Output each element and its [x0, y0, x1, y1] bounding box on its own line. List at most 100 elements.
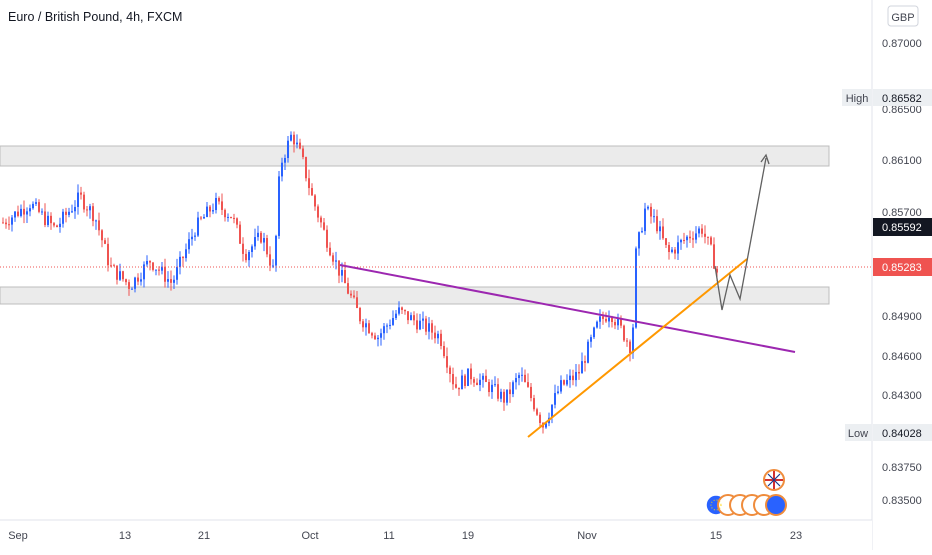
candle-body[interactable] [236, 218, 238, 225]
candle-body[interactable] [296, 142, 298, 145]
candle-body[interactable] [539, 414, 541, 423]
candle-body[interactable] [44, 211, 46, 226]
candle-body[interactable] [515, 378, 517, 383]
candle-body[interactable] [86, 209, 88, 211]
candle-body[interactable] [32, 203, 34, 209]
candle-body[interactable] [710, 237, 712, 245]
events-group[interactable] [705, 469, 787, 516]
candle-body[interactable] [503, 391, 505, 403]
candle-body[interactable] [41, 211, 43, 213]
candle-body[interactable] [113, 265, 115, 267]
candle-body[interactable] [704, 233, 706, 237]
candle-body[interactable] [377, 337, 379, 340]
candle-body[interactable] [497, 384, 499, 399]
candle-body[interactable] [494, 384, 496, 386]
candle-body[interactable] [245, 253, 247, 261]
candle-body[interactable] [206, 206, 208, 217]
candle-body[interactable] [569, 375, 571, 381]
candle-body[interactable] [77, 192, 79, 207]
candle-body[interactable] [653, 216, 655, 218]
candle-body[interactable] [125, 279, 127, 283]
candle-body[interactable] [107, 243, 109, 266]
candle-body[interactable] [386, 325, 388, 327]
candle-body[interactable] [323, 222, 325, 230]
candle-body[interactable] [398, 307, 400, 314]
candle-body[interactable] [155, 269, 157, 271]
candle-body[interactable] [566, 380, 568, 385]
candle-body[interactable] [56, 225, 58, 228]
candle-body[interactable] [608, 317, 610, 322]
candle-body[interactable] [149, 260, 151, 263]
candle-body[interactable] [596, 321, 598, 328]
candle-body[interactable] [230, 216, 232, 218]
candle-body[interactable] [185, 249, 187, 259]
candle-body[interactable] [410, 315, 412, 321]
currency-badge[interactable] [887, 5, 919, 27]
candle-body[interactable] [698, 228, 700, 234]
candle-body[interactable] [536, 409, 538, 415]
candle-body[interactable] [278, 176, 280, 236]
candle-body[interactable] [5, 222, 7, 225]
candle-body[interactable] [92, 206, 94, 222]
candle-body[interactable] [248, 251, 250, 261]
candle-body[interactable] [251, 246, 253, 252]
candle-body[interactable] [224, 209, 226, 218]
candle-body[interactable] [143, 264, 145, 280]
candle-body[interactable] [638, 232, 640, 249]
candle-body[interactable] [416, 320, 418, 330]
projection-path[interactable] [714, 157, 767, 311]
candle-body[interactable] [626, 340, 628, 342]
candle-body[interactable] [59, 223, 61, 228]
candle-body[interactable] [53, 223, 55, 226]
candle-body[interactable] [290, 134, 292, 141]
candle-body[interactable] [167, 279, 169, 282]
candle-body[interactable] [425, 318, 427, 332]
candle-body[interactable] [428, 323, 430, 332]
candle-body[interactable] [179, 256, 181, 268]
candle-body[interactable] [479, 379, 481, 386]
orange-trendline[interactable] [527, 258, 748, 438]
candle-body[interactable] [368, 323, 370, 334]
candle-body[interactable] [227, 216, 229, 218]
candle-body[interactable] [491, 384, 493, 393]
candle-body[interactable] [452, 374, 454, 385]
candle-body[interactable] [512, 382, 514, 395]
candle-body[interactable] [242, 243, 244, 254]
candle-body[interactable] [266, 238, 268, 255]
candle-body[interactable] [545, 423, 547, 428]
candle-body[interactable] [260, 232, 262, 243]
candle-body[interactable] [329, 247, 331, 256]
candle-body[interactable] [128, 282, 130, 289]
event-icon[interactable] [765, 494, 787, 516]
candle-body[interactable] [50, 215, 52, 224]
candle-body[interactable] [674, 249, 676, 254]
candle-body[interactable] [554, 393, 556, 405]
candle-body[interactable] [365, 323, 367, 328]
candle-body[interactable] [374, 335, 376, 340]
candle-body[interactable] [509, 389, 511, 395]
candle-body[interactable] [23, 208, 25, 215]
candle-body[interactable] [521, 374, 523, 376]
candle-body[interactable] [233, 217, 235, 219]
candle-body[interactable] [164, 266, 166, 282]
candle-body[interactable] [275, 235, 277, 266]
candle-body[interactable] [446, 356, 448, 368]
candle-body[interactable] [401, 307, 403, 310]
candle-body[interactable] [458, 387, 460, 390]
candle-body[interactable] [74, 206, 76, 212]
candle-body[interactable] [38, 202, 40, 212]
candle-body[interactable] [350, 293, 352, 296]
candle-body[interactable] [659, 226, 661, 232]
candle-body[interactable] [530, 386, 532, 399]
candle-body[interactable] [182, 256, 184, 259]
candle-body[interactable] [419, 320, 421, 330]
candle-body[interactable] [485, 375, 487, 383]
support-zone[interactable] [0, 286, 830, 305]
candle-body[interactable] [80, 192, 82, 195]
candle-body[interactable] [404, 309, 406, 312]
candle-body[interactable] [389, 324, 391, 326]
candle-body[interactable] [173, 279, 175, 283]
candle-body[interactable] [434, 332, 436, 339]
candle-body[interactable] [668, 244, 670, 253]
